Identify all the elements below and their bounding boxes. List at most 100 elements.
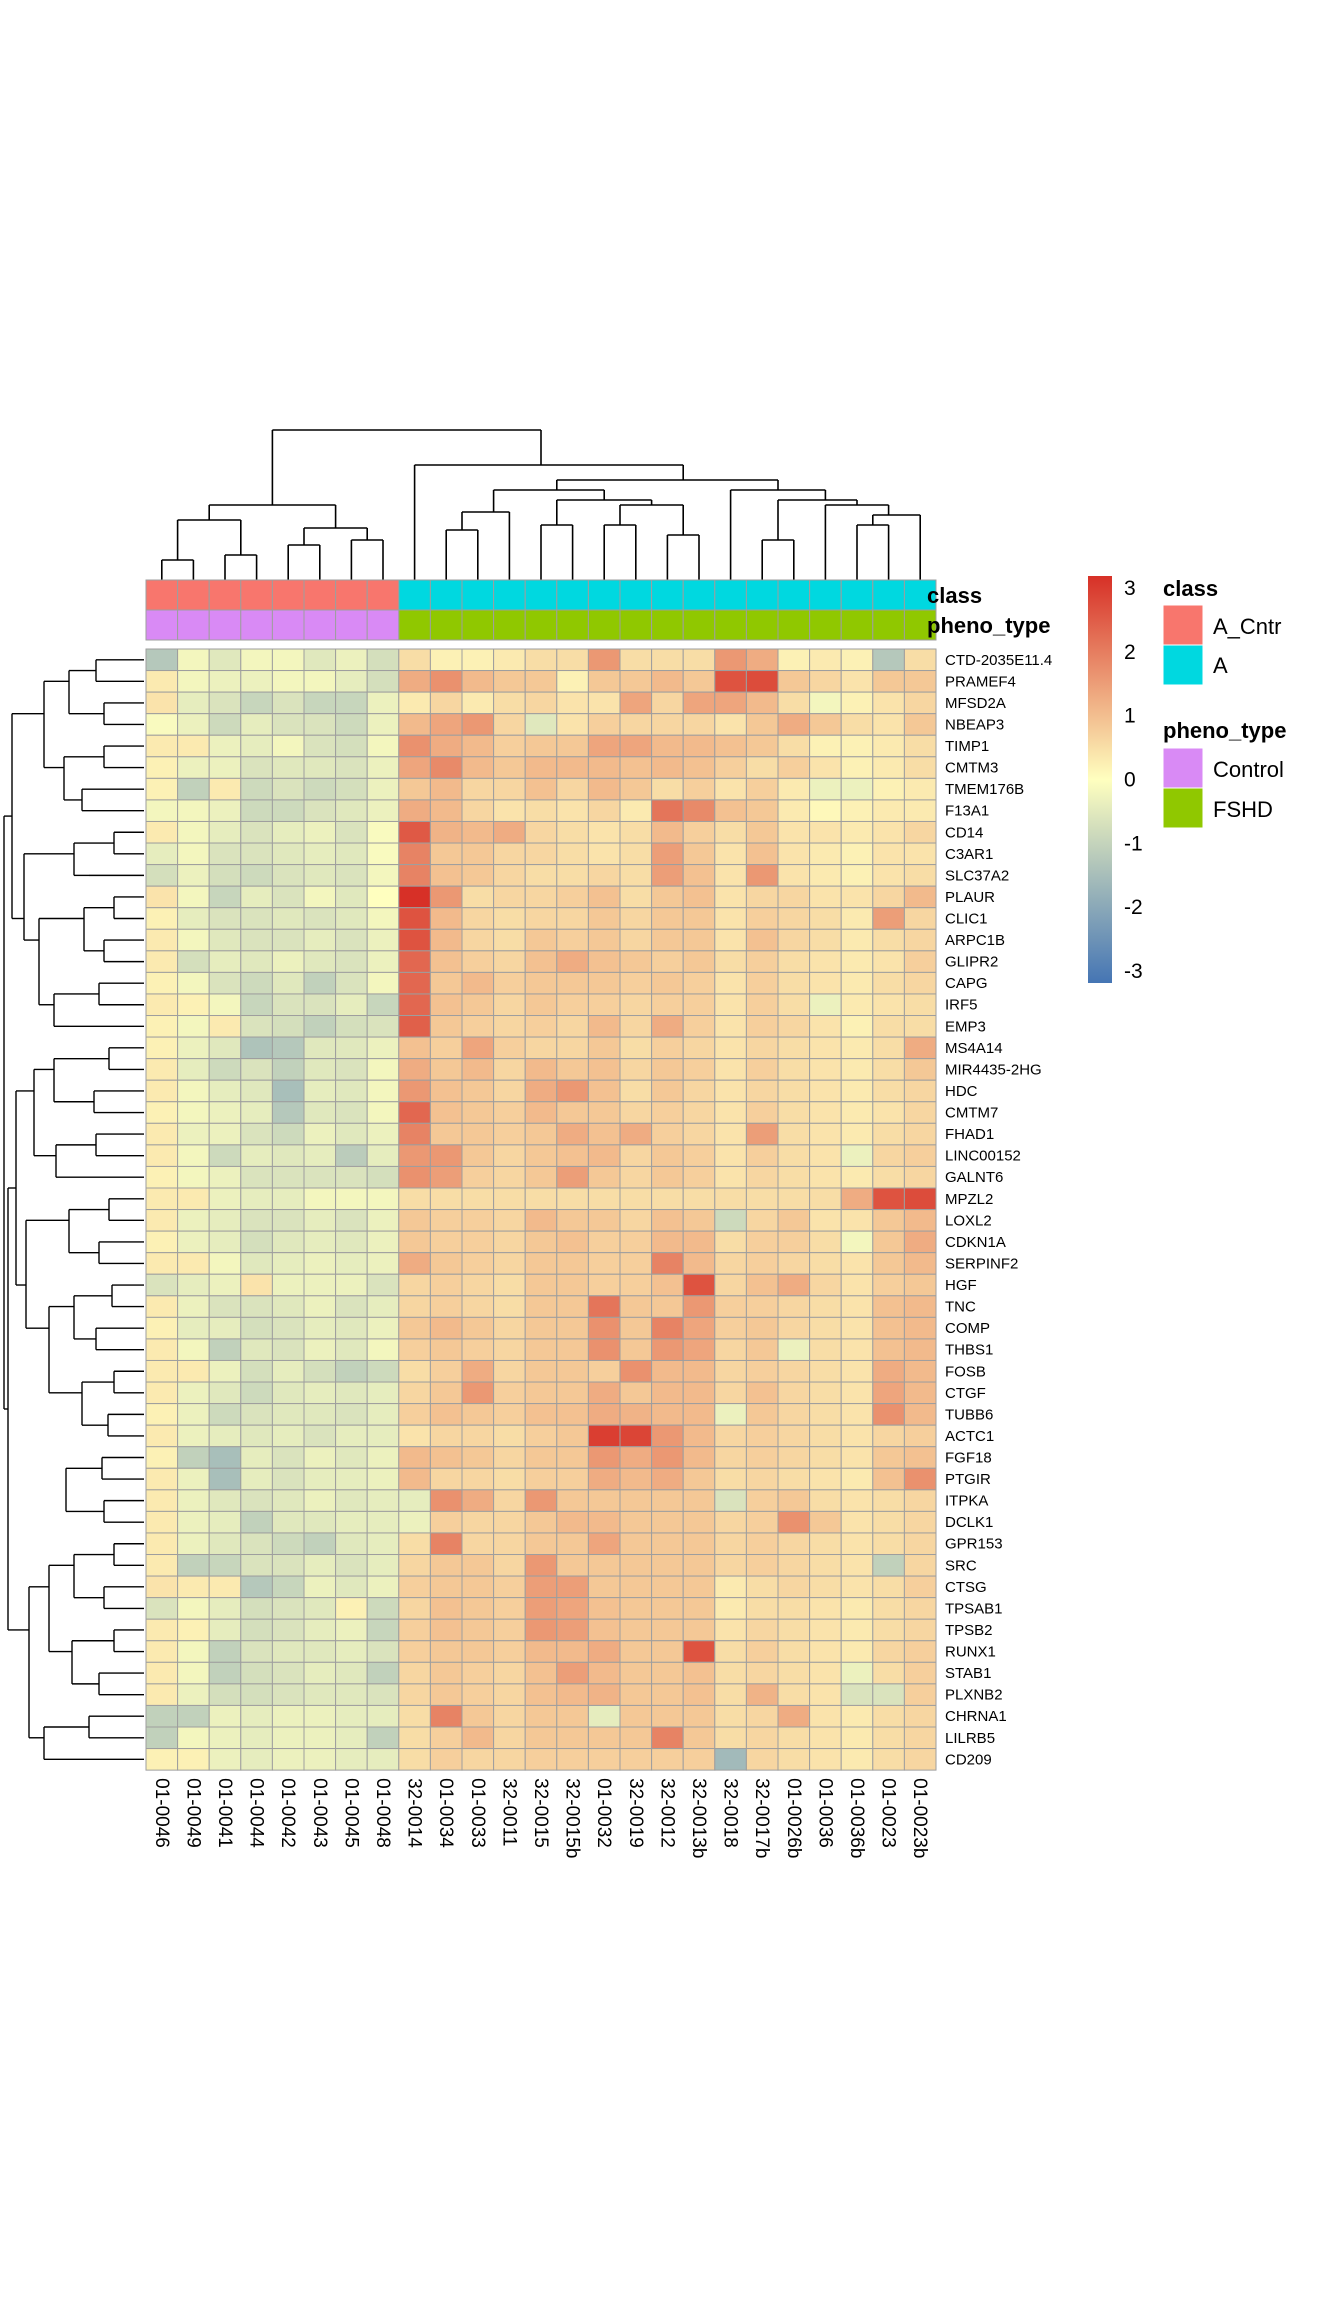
column-label: 01-0034	[435, 1778, 456, 1848]
heatmap-cell	[714, 1640, 747, 1663]
row-label: THBS1	[945, 1342, 993, 1359]
heatmap-cell	[208, 950, 242, 973]
row-label: DCLK1	[945, 1514, 993, 1531]
heatmap-cell	[556, 1252, 589, 1275]
heatmap-cell	[240, 777, 273, 801]
heatmap-cell	[493, 1510, 526, 1534]
heatmap-cell	[398, 691, 431, 715]
heatmap-cell	[556, 1015, 589, 1038]
pheno-type-annotation-cell	[303, 609, 337, 641]
heatmap-cell	[429, 648, 463, 672]
heatmap-cell	[809, 993, 842, 1017]
heatmap-cell	[303, 885, 337, 909]
heatmap-cell	[587, 1467, 621, 1491]
heatmap-cell	[524, 1230, 558, 1254]
heatmap-cell	[651, 1554, 684, 1577]
class-annotation-cell	[809, 579, 842, 611]
heatmap-cell	[651, 1748, 684, 1771]
heatmap-cell	[429, 1704, 463, 1728]
heatmap-cell	[271, 1489, 305, 1512]
row-label: HGF	[945, 1277, 977, 1294]
heatmap-cell	[461, 691, 495, 715]
heatmap-cell	[240, 1661, 273, 1685]
heatmap-cell	[745, 1015, 779, 1038]
heatmap-cell	[398, 1446, 431, 1469]
class-annotation-cell	[872, 579, 905, 611]
heatmap-cell	[587, 1489, 621, 1512]
heatmap-cell	[303, 1273, 337, 1297]
heatmap-cell	[587, 1446, 621, 1469]
heatmap-cell	[177, 1424, 210, 1448]
heatmap-cell	[651, 1230, 684, 1254]
heatmap-cell	[429, 950, 463, 973]
heatmap-cell	[493, 648, 526, 672]
heatmap-cell	[493, 1079, 526, 1103]
heatmap-cell	[777, 1295, 811, 1318]
heatmap-cell	[556, 1165, 589, 1189]
heatmap-cell	[903, 1079, 937, 1103]
heatmap-cell	[745, 1618, 779, 1642]
heatmap-cell	[461, 1101, 495, 1124]
column-label: 01-0049	[182, 1778, 203, 1848]
heatmap-cell	[651, 1510, 684, 1534]
heatmap-cell	[524, 1640, 558, 1663]
heatmap-cell	[745, 1079, 779, 1103]
heatmap-cell	[872, 1165, 905, 1189]
heatmap-cells	[145, 648, 937, 1771]
heatmap-cell	[461, 1122, 495, 1146]
colorbar-tick-label: 1	[1124, 705, 1136, 728]
heatmap-cell	[493, 1316, 526, 1340]
heatmap-cell	[682, 1597, 716, 1620]
pheno-type-annotation-cell	[777, 609, 811, 641]
heatmap-cell	[714, 1165, 747, 1189]
heatmap-cell	[335, 1273, 368, 1297]
heatmap-cell	[303, 1122, 337, 1146]
heatmap-cell	[177, 648, 210, 672]
heatmap-cell	[177, 1381, 210, 1405]
heatmap-cell	[872, 1079, 905, 1103]
heatmap-cell	[587, 691, 621, 715]
heatmap-cell	[809, 1554, 842, 1577]
heatmap-cell	[619, 1187, 653, 1211]
heatmap-cell	[745, 1058, 779, 1081]
heatmap-cell	[714, 1381, 747, 1405]
heatmap-cell	[682, 1489, 716, 1512]
heatmap-cell	[493, 1187, 526, 1211]
heatmap-cell	[271, 1554, 305, 1577]
heatmap-cell	[745, 1230, 779, 1254]
heatmap-cell	[493, 1381, 526, 1405]
heatmap-cell	[587, 1381, 621, 1405]
heatmap-cell	[398, 1252, 431, 1275]
heatmap-cell	[619, 820, 653, 844]
heatmap-cell	[777, 1532, 811, 1556]
row-label: PTGIR	[945, 1471, 991, 1488]
heatmap-cell	[556, 1338, 589, 1361]
heatmap-cell	[461, 777, 495, 801]
colorbar-gradient	[1088, 576, 1112, 983]
heatmap-cell	[682, 1640, 716, 1663]
heatmap-cell	[398, 1295, 431, 1318]
heatmap-cell	[840, 648, 874, 672]
heatmap-cell	[208, 670, 242, 693]
heatmap-cell	[809, 1165, 842, 1189]
heatmap-cell	[366, 1273, 400, 1297]
class-annotation-cell	[651, 579, 684, 611]
heatmap-cell	[872, 864, 905, 887]
heatmap-cell	[461, 734, 495, 758]
heatmap-cell	[651, 1036, 684, 1060]
heatmap-cell	[619, 1597, 653, 1620]
heatmap-cell	[587, 1640, 621, 1663]
heatmap-cell	[335, 799, 368, 822]
heatmap-cell	[587, 1554, 621, 1577]
heatmap-cell	[840, 1446, 874, 1469]
heatmap-cell	[682, 1273, 716, 1297]
heatmap-cell	[208, 1187, 242, 1211]
row-label: CMTM7	[945, 1105, 998, 1122]
heatmap-cell	[903, 1187, 937, 1211]
heatmap-cell	[682, 907, 716, 930]
heatmap-cell	[556, 1510, 589, 1534]
heatmap-cell	[271, 713, 305, 736]
heatmap-cell	[840, 1467, 874, 1491]
heatmap-cell	[240, 1683, 273, 1706]
heatmap-cell	[587, 1273, 621, 1297]
